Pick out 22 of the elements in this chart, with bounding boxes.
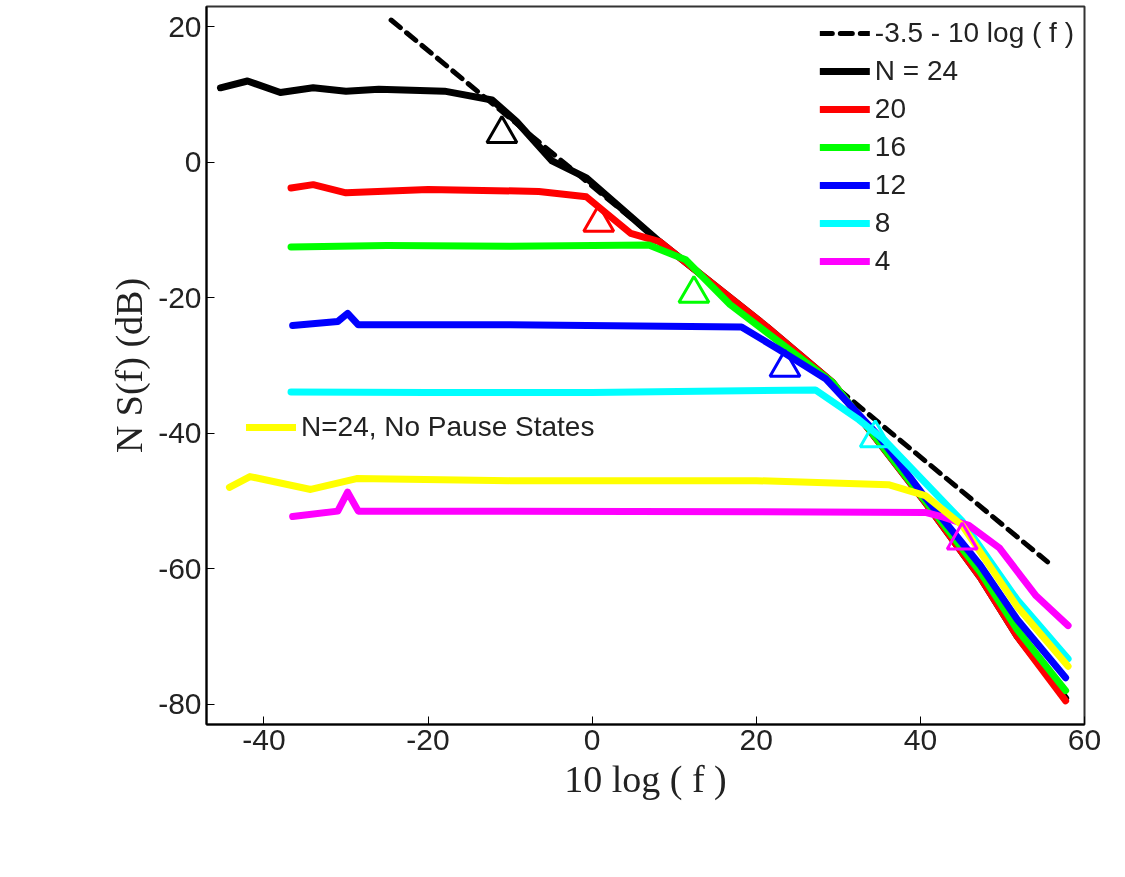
legend-label: -3.5 - 10 log ( f ) [874,16,1074,50]
legend-label: 16 [874,130,906,164]
x-tick-label: -20 [406,722,450,756]
y-axis-title: N S(f) (dB) [108,277,152,454]
legend-label: 4 [874,244,892,278]
y-tick-label: -60 [158,551,202,585]
x-axis-title: 10 log ( f ) [564,757,727,801]
x-tick-label: 20 [739,722,773,756]
y-tick-label: -40 [158,416,202,450]
legend-label: 12 [874,168,906,202]
y-tick-label: -20 [158,280,202,314]
legend-label: 20 [874,92,906,126]
x-tick-label: 40 [903,722,938,756]
y-tick-label: 0 [184,145,202,179]
y-tick-label: -80 [158,687,202,721]
x-tick-label: 60 [1067,722,1102,756]
x-tick-label: -40 [242,722,286,756]
legend-label: N = 24 [874,54,959,88]
x-tick-label: 0 [583,722,601,756]
legend-label: N=24, No Pause States [301,410,595,444]
y-tick-label: 20 [168,9,202,43]
legend-label: 8 [874,206,892,240]
